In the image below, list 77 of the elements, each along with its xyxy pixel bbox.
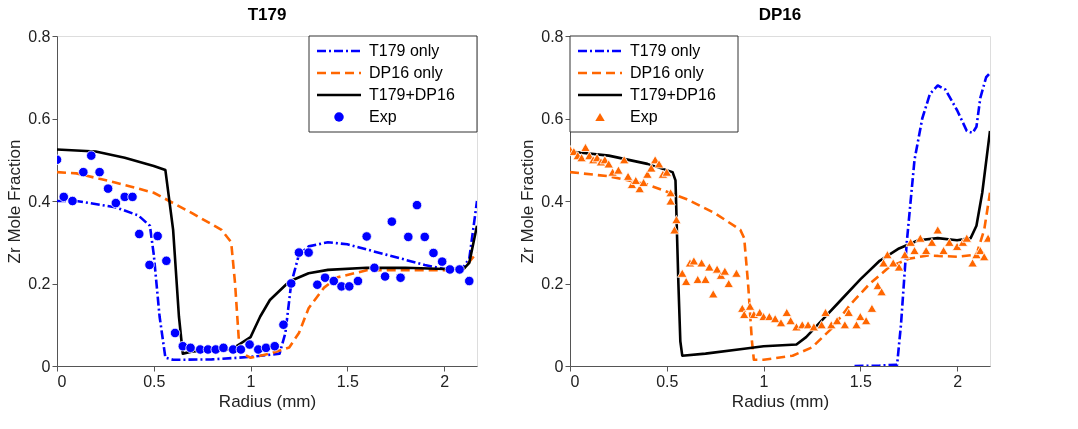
- point: [344, 281, 355, 292]
- point: [152, 230, 163, 242]
- point: [464, 275, 475, 287]
- point: [144, 259, 155, 271]
- point: [86, 150, 97, 161]
- y-tick-label: 0: [554, 357, 564, 375]
- point: [361, 231, 372, 242]
- point: [419, 231, 430, 243]
- x-axis-title: Radius (mm): [218, 391, 317, 411]
- x-tick-label: 1.5: [849, 372, 873, 390]
- point: [428, 247, 439, 259]
- x-tick-label: 0.5: [143, 372, 166, 390]
- x-tick-label: 2: [953, 372, 963, 390]
- point: [185, 342, 196, 353]
- point: [286, 278, 297, 289]
- point: [395, 272, 406, 283]
- chart-title: T179: [247, 5, 287, 24]
- y-tick-label: 0.8: [541, 27, 564, 45]
- y-axis-title: Zr Mole Fraction: [5, 139, 25, 264]
- x-tick-label: 1: [246, 372, 256, 390]
- y-tick-label: 0: [41, 357, 51, 375]
- x-tick-label: 2: [440, 372, 450, 390]
- point: [303, 247, 314, 258]
- point: [411, 199, 423, 211]
- point: [67, 195, 78, 207]
- y-tick-label: 0.4: [28, 192, 51, 210]
- point: [218, 342, 229, 353]
- point: [403, 231, 414, 243]
- y-tick-label: 0.6: [28, 110, 51, 127]
- point: [454, 264, 465, 275]
- point: [328, 275, 339, 287]
- x-axis-title: Radius (mm): [731, 391, 830, 411]
- point: [169, 327, 181, 339]
- point: [379, 271, 391, 282]
- line-series: [570, 170, 990, 362]
- point: [94, 166, 105, 178]
- point: [369, 262, 380, 273]
- point: [386, 216, 397, 227]
- y-tick-label: 0.6: [541, 110, 564, 127]
- x-tick-label: 0: [57, 372, 67, 390]
- point: [102, 183, 114, 194]
- legend-label: T179 only: [369, 42, 440, 59]
- point: [260, 342, 272, 353]
- x-tick-label: 1.5: [336, 372, 360, 390]
- point: [161, 255, 172, 266]
- y-axis-title: Zr Mole Fraction: [518, 139, 538, 264]
- point: [235, 344, 247, 355]
- point: [110, 197, 121, 209]
- point: [278, 319, 289, 330]
- point: [444, 264, 456, 275]
- point: [437, 256, 448, 267]
- y-tick-label: 0.4: [541, 192, 564, 210]
- x-tick-label: 1: [759, 372, 769, 390]
- y-tick-label: 0.2: [541, 275, 564, 292]
- point: [127, 191, 138, 203]
- legend-label: T179 only: [630, 42, 701, 59]
- legend-label: Exp: [369, 108, 397, 125]
- chart-title: DP16: [758, 5, 802, 24]
- line-series: [853, 71, 990, 366]
- point: [352, 275, 364, 287]
- legend-label: DP16 only: [630, 64, 704, 81]
- point: [269, 341, 280, 352]
- point: [244, 339, 255, 350]
- legend-label: T179+DP16: [630, 86, 716, 103]
- point: [134, 228, 145, 240]
- legend-label: DP16 only: [369, 64, 443, 81]
- legend-label: T179+DP16: [369, 86, 455, 103]
- point: [312, 279, 323, 290]
- y-tick-label: 0.8: [28, 27, 51, 45]
- legend-label: Exp: [630, 108, 658, 125]
- point: [78, 166, 89, 178]
- point: [58, 191, 69, 203]
- x-tick-label: 0: [570, 372, 580, 390]
- point: [293, 247, 305, 258]
- x-tick-label: 0.5: [656, 372, 679, 390]
- point: [319, 272, 331, 283]
- y-tick-label: 0.2: [28, 275, 51, 292]
